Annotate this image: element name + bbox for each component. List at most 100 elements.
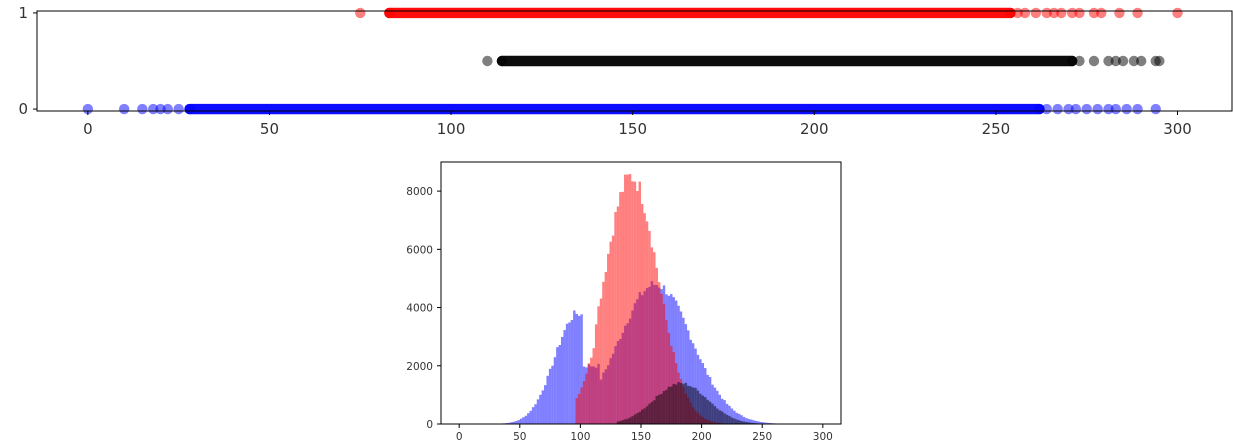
- series-1-bar: [667, 332, 671, 424]
- series-2-bar: [616, 421, 620, 424]
- series-0-bar: [534, 404, 537, 424]
- series-0-bar: [699, 359, 702, 424]
- series-1-bar: [636, 191, 639, 424]
- series-2-bar: [641, 409, 644, 424]
- series-0-bar: [541, 390, 545, 424]
- series-0-bar: [544, 385, 547, 424]
- series-1-bar: [580, 387, 583, 424]
- series-1-bar: [665, 319, 668, 424]
- series-2-bar: [737, 420, 741, 424]
- series-0-bar: [548, 368, 552, 424]
- series-0-bar: [701, 363, 705, 424]
- series-1-bar: [648, 230, 651, 424]
- series-0-bar: [754, 420, 758, 424]
- series-2-bar: [696, 390, 700, 424]
- series-0-bar: [767, 422, 770, 424]
- histogram-bars: [493, 174, 792, 424]
- series-0-bar: [750, 419, 753, 424]
- series-0-bar: [757, 421, 760, 424]
- series-0-point: [1056, 7, 1067, 19]
- series-2-bar: [689, 386, 692, 424]
- series-0-bar: [752, 420, 755, 424]
- series-2-bar: [742, 421, 746, 424]
- series-2-bar: [677, 382, 680, 424]
- series-2-point: [1092, 103, 1103, 115]
- series-1-bar: [662, 303, 666, 424]
- series-0-bar: [747, 418, 751, 424]
- series-0-point: [1096, 7, 1107, 19]
- series-2-bar: [626, 418, 629, 424]
- series-0-bar: [689, 339, 692, 424]
- series-0-bar: [565, 323, 569, 424]
- series-0-bar: [580, 314, 583, 424]
- series-1-bar: [582, 381, 586, 424]
- x-tick-label: 50: [260, 120, 279, 138]
- series-2-point: [1110, 103, 1121, 115]
- series-0-point: [1030, 7, 1042, 19]
- series-2-point: [162, 103, 173, 115]
- series-0-bar: [553, 357, 557, 424]
- series-0-bar: [679, 311, 683, 424]
- series-0-bar: [519, 418, 523, 424]
- x-tick-label: 150: [631, 431, 651, 443]
- series-1-point: [1103, 55, 1114, 67]
- series-1-bar: [657, 282, 661, 424]
- series-0-bar: [682, 317, 685, 424]
- series-0-bar: [558, 345, 561, 424]
- series-1-bar: [660, 293, 663, 424]
- series-1-bar: [609, 241, 612, 424]
- series-2-bar: [750, 422, 753, 424]
- series-2-bar: [645, 406, 649, 424]
- x-tick-label: 100: [570, 431, 590, 443]
- series-1-bar: [619, 192, 622, 424]
- series-0-bar: [522, 417, 525, 424]
- series-0-bar: [725, 403, 729, 424]
- series-0-bar: [561, 337, 564, 424]
- series-0-bar: [687, 330, 690, 424]
- series-0-bar: [759, 421, 763, 424]
- series-0-bar: [706, 374, 709, 424]
- series-2-bar: [633, 414, 637, 424]
- series-1-bar: [602, 281, 605, 424]
- series-0-bar: [570, 319, 574, 424]
- series-1-bar: [597, 306, 600, 424]
- series-0-bar: [551, 365, 554, 424]
- series-2-point: [1081, 103, 1092, 115]
- series-0-bar: [704, 368, 707, 424]
- series-2-bar: [733, 418, 736, 424]
- series-0-bar: [742, 416, 746, 424]
- series-0-bar: [723, 400, 726, 424]
- strip-scatter-axes: 0 50 100 150 200 250 300 0 1: [18, 4, 1191, 138]
- series-1-point: [1135, 55, 1147, 67]
- series-0-bar: [733, 410, 736, 424]
- series-2-bar: [704, 397, 707, 424]
- y-tick-label: 1: [18, 4, 28, 22]
- series-2-bar: [725, 414, 729, 424]
- series-0-bar: [510, 422, 513, 424]
- series-1-bar: [575, 398, 578, 424]
- series-2-bar: [679, 382, 683, 424]
- series-2-bar: [653, 400, 656, 424]
- series-1-bar: [655, 267, 658, 424]
- series-2-point: [1132, 103, 1143, 115]
- series-1-point: [1154, 55, 1165, 67]
- series-0-bar: [536, 399, 540, 424]
- series-1-bar: [628, 174, 632, 424]
- series-1-point: [1074, 55, 1085, 67]
- series-2-bar: [684, 382, 688, 424]
- series-2-bar: [740, 421, 743, 424]
- y-tick-label: 0: [18, 100, 28, 118]
- series-1-point: [1110, 55, 1121, 67]
- x-tick-label: 200: [692, 431, 712, 443]
- series-0-bar: [762, 422, 765, 424]
- series-2-point: [1034, 103, 1045, 115]
- series-0-point: [1172, 7, 1183, 19]
- series-2-point: [1063, 103, 1074, 115]
- series-1-bar: [614, 211, 617, 424]
- series-1-point: [496, 55, 508, 67]
- series-0-bar: [674, 300, 678, 424]
- x-tick-label: 150: [618, 120, 647, 138]
- series-0-point: [1074, 7, 1085, 19]
- series-0-bar: [694, 348, 697, 424]
